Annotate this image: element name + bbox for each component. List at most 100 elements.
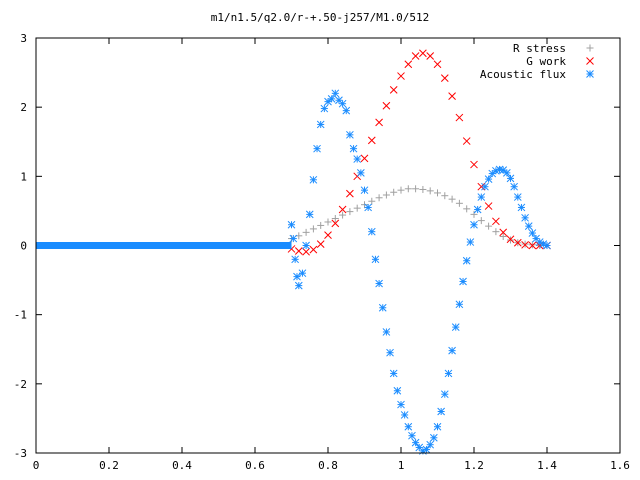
data-point xyxy=(324,218,332,226)
legend-marker xyxy=(586,44,594,52)
data-point xyxy=(448,195,456,203)
data-point xyxy=(448,346,456,355)
y-tick-label: 1 xyxy=(20,170,27,183)
data-point xyxy=(466,238,475,246)
data-point xyxy=(397,72,405,80)
data-point xyxy=(517,203,526,212)
data-point xyxy=(339,211,347,219)
data-point xyxy=(404,422,413,431)
data-point xyxy=(293,272,301,281)
data-point xyxy=(484,175,493,183)
data-point xyxy=(455,199,463,207)
x-tick-label: 0.2 xyxy=(99,459,119,472)
data-point xyxy=(400,411,409,419)
data-point xyxy=(389,86,398,94)
data-point xyxy=(433,60,442,69)
x-tick-label: 0.4 xyxy=(172,459,192,472)
data-point xyxy=(317,221,325,229)
data-point xyxy=(440,390,449,399)
data-point xyxy=(426,52,435,60)
data-point xyxy=(470,210,478,218)
data-point xyxy=(367,227,376,236)
data-point xyxy=(375,279,383,288)
data-point xyxy=(426,440,435,449)
data-point xyxy=(434,189,441,197)
legend-marker xyxy=(586,57,594,65)
data-point xyxy=(324,231,332,239)
legend-marker xyxy=(586,70,594,78)
data-point xyxy=(389,369,398,378)
data-point xyxy=(368,197,376,205)
data-point xyxy=(378,303,387,312)
data-point xyxy=(397,400,405,409)
data-point xyxy=(444,369,453,378)
data-point xyxy=(506,174,515,183)
data-point xyxy=(364,203,373,212)
y-tick-label: -2 xyxy=(14,378,27,391)
data-point xyxy=(375,118,383,127)
data-point xyxy=(510,182,519,191)
data-point xyxy=(287,220,296,229)
data-point xyxy=(484,202,493,210)
data-point xyxy=(309,245,318,254)
data-point xyxy=(492,228,500,236)
data-point xyxy=(346,189,354,198)
x-tick-label: 1.6 xyxy=(610,459,630,472)
data-point xyxy=(448,92,456,100)
data-point xyxy=(462,137,471,145)
marks-layer xyxy=(36,49,551,455)
data-point xyxy=(440,74,449,82)
data-point xyxy=(331,215,339,223)
data-point xyxy=(371,255,380,264)
data-point xyxy=(411,438,420,447)
series-acoustic-flux xyxy=(36,89,551,455)
data-point xyxy=(473,205,482,214)
data-point xyxy=(535,238,544,246)
y-tick-label: 3 xyxy=(20,32,27,45)
data-point xyxy=(302,241,310,250)
data-point xyxy=(404,185,412,193)
data-point xyxy=(477,182,486,191)
data-point xyxy=(382,101,391,110)
data-point xyxy=(320,104,329,113)
data-point xyxy=(528,241,537,250)
data-point xyxy=(426,187,434,195)
x-tick-label: 1.2 xyxy=(464,459,484,472)
data-point xyxy=(506,235,515,244)
data-point xyxy=(298,269,307,278)
data-point xyxy=(408,431,416,440)
data-point xyxy=(356,169,365,177)
data-point xyxy=(360,154,369,163)
data-point xyxy=(524,222,533,230)
data-point xyxy=(302,247,310,256)
data-point xyxy=(499,228,508,237)
data-point xyxy=(481,182,489,191)
data-point xyxy=(349,144,358,153)
axes-layer: 0 0.2 0.4 0.6 0.8 1 1.2 1.4 1.6 -3 -2 -1 0 1 2 3 xyxy=(14,32,630,472)
data-point xyxy=(411,52,420,60)
data-point xyxy=(470,220,478,229)
data-point xyxy=(316,240,325,248)
data-point xyxy=(302,228,310,236)
data-point xyxy=(459,277,467,286)
data-point xyxy=(528,229,537,237)
x-tick-label: 0.8 xyxy=(318,459,338,472)
data-point xyxy=(294,247,303,255)
data-point xyxy=(360,186,369,195)
data-point xyxy=(477,193,486,201)
data-point xyxy=(331,89,340,98)
data-point xyxy=(499,233,507,241)
x-tick-label: 1.4 xyxy=(537,459,557,472)
y-tick-label: -3 xyxy=(14,447,27,460)
data-point xyxy=(419,49,427,58)
chart-title: m1/n1.5/q2.0/r-+.50-j257/M1.0/512 xyxy=(211,11,430,24)
legend-label: Acoustic flux xyxy=(480,68,566,81)
data-point xyxy=(386,348,394,357)
y-tick-label: 0 xyxy=(20,240,27,253)
data-point xyxy=(361,201,368,209)
data-point xyxy=(309,225,317,233)
data-point xyxy=(331,219,340,228)
data-point xyxy=(485,222,493,230)
